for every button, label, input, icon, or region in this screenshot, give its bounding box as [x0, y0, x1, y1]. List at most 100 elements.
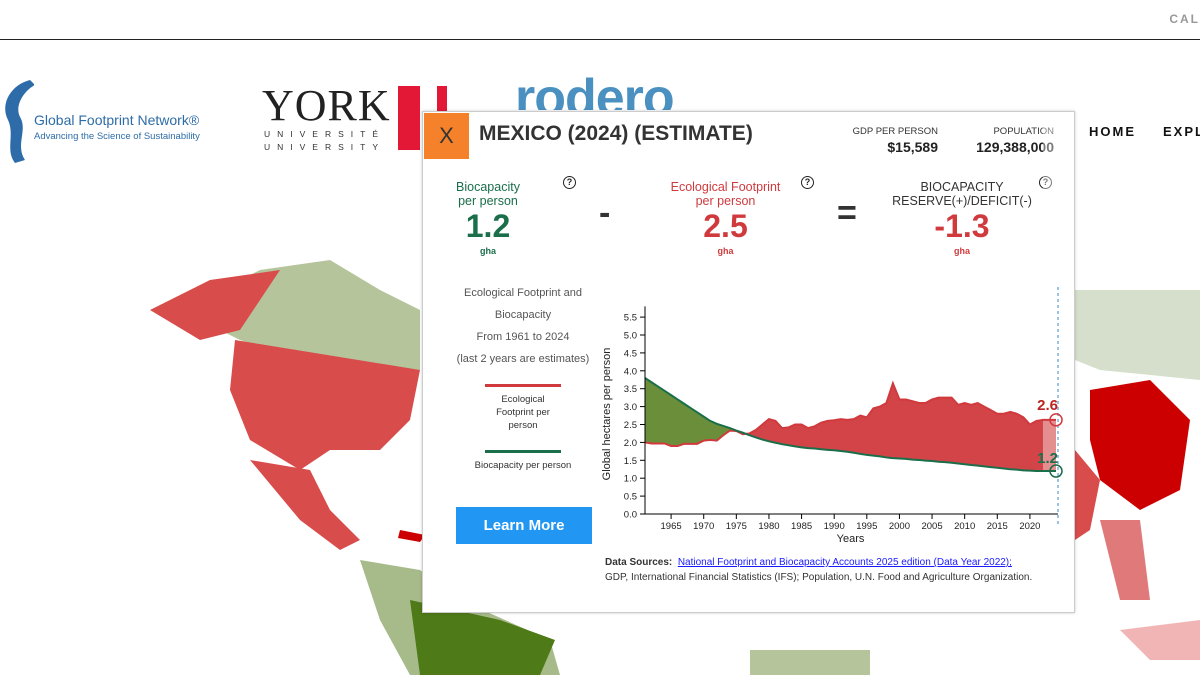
country-india: [1075, 450, 1100, 540]
help-icon[interactable]: ?: [1039, 176, 1052, 189]
x-tick-label: 1975: [726, 521, 747, 532]
reserve-metric: BIOCAPACITY RESERVE(+)/DEFICIT(-) -1.3 g…: [889, 180, 1035, 256]
y-tick-label: 4.0: [624, 366, 637, 377]
equals-sign: =: [837, 194, 857, 232]
country-usa: [230, 340, 420, 470]
world-map[interactable]: [0, 40, 1200, 675]
x-axis-label: Years: [837, 533, 865, 545]
population-value: 129,388,000: [976, 139, 1054, 155]
legend-footprint-swatch: [485, 384, 561, 387]
footprint-logo-icon: [5, 80, 34, 163]
footprint-chart: 2.6 1.2 0.0 0.5 1.0 1.5 2.0 2.5 3.0 3.5 4.0 4.5 5.0 5…: [601, 112, 1063, 545]
population-stat: POPULATION 129,388,000: [976, 126, 1054, 155]
data-sources: Data Sources: National Footprint and Bio…: [605, 555, 1032, 585]
legend-range: From 1961 to 2024: [476, 331, 570, 343]
country-russia-east: [1075, 290, 1200, 380]
help-icon[interactable]: ?: [563, 176, 576, 189]
sources-label: Data Sources:: [605, 557, 673, 568]
legend-biocapacity-swatch: [485, 450, 561, 453]
x-tick-label: 1995: [856, 521, 877, 532]
footprint-label: Ecological Footprint: [670, 180, 781, 194]
y-tick-label: 4.5: [624, 348, 637, 359]
york-mark-2: [437, 86, 447, 116]
footprint-end-marker: [1049, 413, 1063, 427]
close-button[interactable]: X: [424, 113, 469, 159]
biocapacity-label: Biocapacity: [456, 180, 520, 194]
x-tick-label: 1990: [824, 521, 845, 532]
x-tick-label: 2020: [1019, 521, 1040, 532]
york-sub-en: UNIVERSITY: [264, 142, 386, 152]
country-greenland: [0, 280, 80, 340]
biocapacity-end-label: 1.2: [1037, 450, 1058, 467]
y-tick-label: 3.0: [624, 402, 637, 413]
learn-more-button[interactable]: Learn More: [456, 507, 592, 544]
y-tick-label: 0.5: [624, 492, 637, 503]
country-se-asia: [1100, 520, 1150, 600]
popup-title: MEXICO (2024) (ESTIMATE): [479, 122, 753, 145]
footprint-metric: Ecological Footprint per person 2.5 gha: [658, 180, 793, 256]
legend-biocapacity-label: Biocapacity per person: [474, 460, 572, 471]
country-mexico: [250, 460, 360, 550]
york-logo[interactable]: YORK: [262, 81, 391, 130]
reserve-label: BIOCAPACITY: [920, 180, 1004, 194]
nav-explore[interactable]: EXPL: [1163, 124, 1200, 139]
y-tick-label: 0.0: [624, 510, 637, 521]
gdp-stat: GDP PER PERSON $15,589: [853, 126, 938, 155]
reserve-value: -1.3: [934, 208, 990, 244]
nav-home[interactable]: HOME: [1089, 124, 1136, 139]
gfn-tagline: Advancing the Science of Sustainability: [34, 131, 200, 142]
deficit-area: [645, 383, 1056, 472]
y-tick-label: 5.0: [624, 331, 637, 342]
y-axis-label: Global hectares per person: [601, 348, 613, 481]
country-alaska: [150, 270, 280, 340]
country-china: [1090, 380, 1190, 510]
y-tick-label: 3.5: [624, 384, 637, 395]
country-popup: X MEXICO (2024) (ESTIMATE) GDP PER PERSO…: [422, 111, 1075, 613]
legend-title-2: Biocapacity: [494, 309, 552, 321]
x-tick-label: 1980: [758, 521, 779, 532]
estimate-shade: [1042, 112, 1056, 514]
y-tick-label: 1.5: [624, 456, 637, 467]
x-tick-label: 2005: [921, 521, 942, 532]
gfn-logo[interactable]: Global Footprint Network® Advancing the …: [0, 75, 230, 165]
x-tick-label: 2010: [954, 521, 975, 532]
gdp-value: $15,589: [887, 139, 938, 155]
legend-title: Ecological Footprint and: [463, 287, 582, 299]
rodero-logo[interactable]: rodero: [515, 72, 674, 110]
sources-text: GDP, International Financial Statistics …: [605, 572, 1033, 583]
sources-link[interactable]: National Footprint and Biocapacity Accou…: [677, 557, 1012, 568]
country-brazil: [410, 600, 555, 675]
reserve-label-2: RESERVE(+)/DEFICIT(-): [892, 194, 1032, 208]
x-tick-label: 1985: [791, 521, 812, 532]
gfn-name: Global Footprint Network®: [34, 112, 200, 128]
biocapacity-label-2: per person: [458, 194, 518, 208]
x-tick-label: 1970: [693, 521, 714, 532]
york-sub-fr: UNIVERSITÉ: [264, 129, 386, 139]
minus-sign: -: [599, 194, 611, 232]
x-tick-label: 2015: [987, 521, 1008, 532]
country-caribbean: [398, 530, 425, 542]
york-mark: [398, 86, 420, 150]
biocapacity-unit: gha: [479, 246, 496, 256]
legend-note: (last 2 years are estimates): [456, 353, 590, 365]
y-tick-label: 5.5: [624, 313, 637, 324]
chart-legend-panel: Ecological Footprint and Biocapacity Fro…: [443, 282, 603, 472]
population-label: POPULATION: [993, 126, 1054, 137]
footprint-line: [644, 380, 1056, 447]
biocapacity-metric: Biocapacity per person 1.2 gha: [443, 180, 533, 256]
biocapacity-line: [644, 377, 1056, 473]
legend-footprint-label: Ecological Footprint per person: [496, 394, 550, 431]
y-tick-label: 2.0: [624, 438, 637, 449]
y-tick-label: 1.0: [624, 474, 637, 485]
reserve-unit: gha: [953, 246, 970, 256]
footprint-unit: gha: [717, 246, 734, 256]
gdp-label: GDP PER PERSON: [852, 126, 938, 137]
x-tick-label: 2000: [889, 521, 910, 532]
footprint-label-2: per person: [695, 194, 756, 208]
help-icon[interactable]: ?: [801, 176, 814, 189]
country-indonesia: [1120, 620, 1200, 660]
top-link[interactable]: CAL: [1169, 12, 1200, 26]
top-bar: CAL: [0, 0, 1200, 40]
x-tick-label: 1965: [661, 521, 682, 532]
y-tick-label: 2.5: [624, 420, 637, 431]
